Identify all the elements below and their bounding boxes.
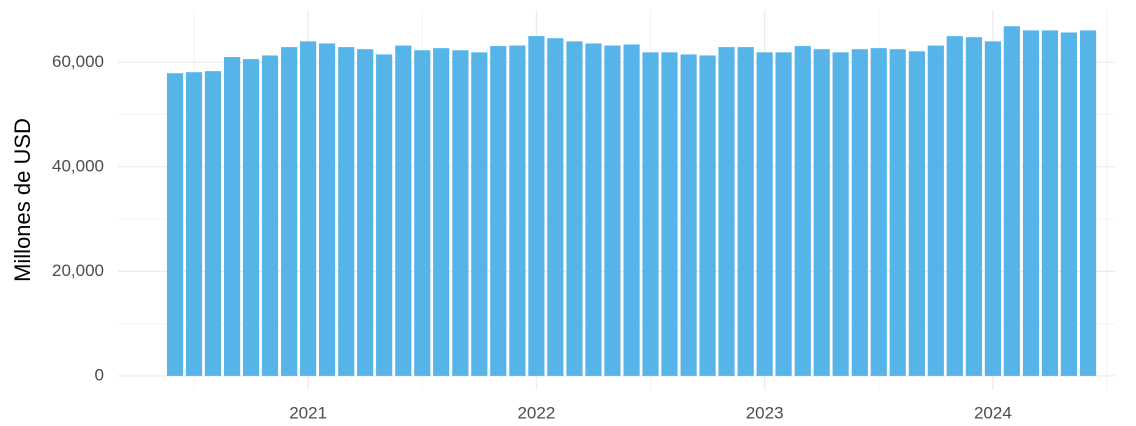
y-tick-label: 60,000: [52, 52, 104, 71]
bar: [908, 51, 925, 376]
bar: [984, 41, 1001, 376]
bar: [927, 45, 944, 376]
bar: [395, 45, 412, 376]
bar: [1003, 26, 1020, 376]
bar: [224, 57, 241, 376]
bar: [338, 47, 355, 376]
bar: [261, 55, 279, 376]
bar: [1041, 30, 1059, 376]
bar: [1022, 30, 1040, 376]
bar: [166, 73, 184, 376]
bar: [300, 41, 317, 376]
bar: [623, 44, 640, 376]
bar: [946, 36, 963, 376]
bar: [376, 54, 393, 376]
bar: [566, 41, 583, 376]
bar: [870, 48, 887, 376]
bar: [433, 48, 450, 376]
bar: [718, 47, 735, 376]
bar: [204, 71, 222, 376]
bar: [281, 47, 298, 376]
y-tick-label: 40,000: [52, 156, 104, 175]
bar: [452, 50, 469, 376]
x-tick-label: 2024: [974, 403, 1012, 422]
bar: [699, 55, 716, 376]
bar: [889, 49, 906, 376]
bar: [794, 46, 811, 376]
y-tick-label: 20,000: [52, 261, 104, 280]
bar: [680, 54, 697, 376]
bar: [813, 49, 830, 376]
bar: [661, 52, 678, 376]
y-tick-label: 0: [95, 365, 104, 384]
bar: [547, 38, 564, 376]
bar: [242, 59, 260, 376]
bar: [1060, 32, 1077, 376]
bar: [357, 49, 374, 376]
bar: [642, 52, 659, 376]
bar: [471, 52, 488, 376]
bar: [851, 49, 868, 376]
bar: [756, 52, 773, 376]
x-tick-label: 2022: [517, 403, 555, 422]
x-tick-label: 2023: [746, 403, 784, 422]
bar: [490, 46, 507, 376]
bar: [585, 43, 602, 376]
bar: [318, 43, 336, 376]
bar: [604, 45, 621, 376]
bar: [737, 47, 754, 376]
bar: [509, 45, 526, 376]
bar: [185, 72, 203, 376]
x-tick-label: 2021: [289, 403, 327, 422]
bar: [965, 37, 983, 376]
bar: [1079, 30, 1097, 376]
bar: [528, 36, 545, 376]
y-axis-label: Millones de USD: [10, 118, 35, 282]
bar: [414, 50, 431, 376]
bar: [832, 52, 849, 376]
bar: [775, 52, 792, 376]
